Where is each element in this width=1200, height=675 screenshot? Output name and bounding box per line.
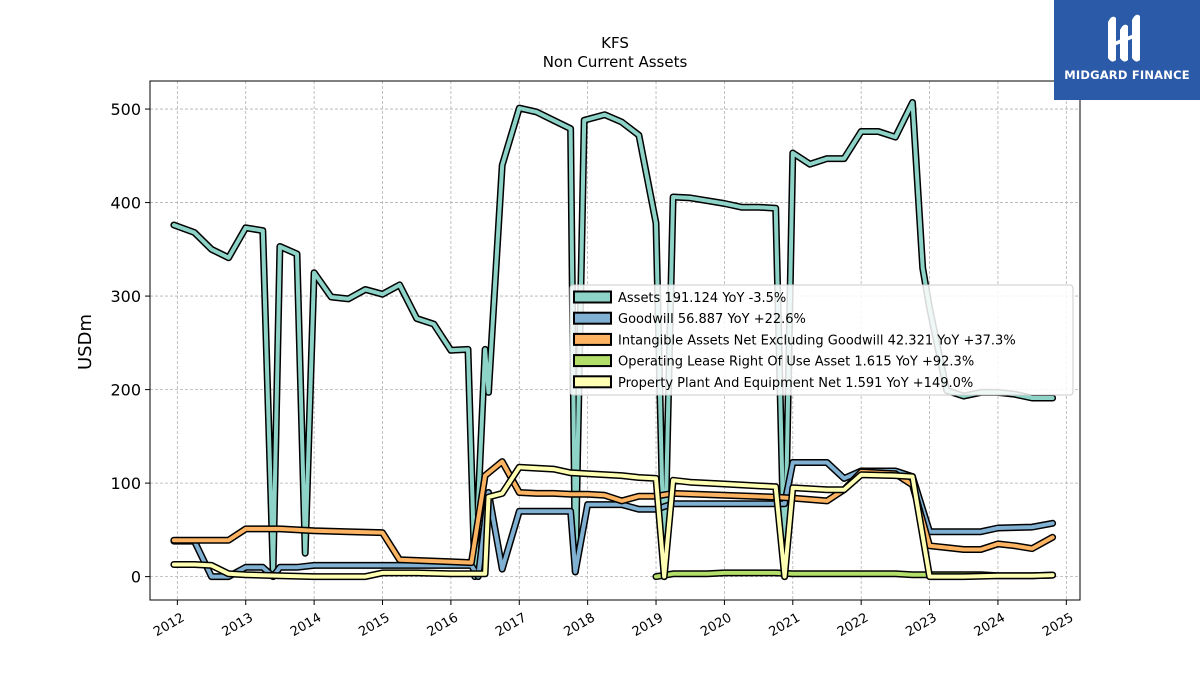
legend-label: Operating Lease Right Of Use Asset 1.615… xyxy=(618,355,974,370)
legend: Assets 191.124 YoY -3.5% Goodwill 56.887 … xyxy=(569,284,1074,396)
legend-item: Operating Lease Right Of Use Asset 1.615… xyxy=(573,354,974,370)
logo-mark-icon xyxy=(1108,14,1140,62)
series-2 xyxy=(170,458,1057,567)
x-tick-label: 2024 xyxy=(972,610,1008,640)
logo-text: MIDGARD FINANCE xyxy=(1064,68,1190,82)
x-axis: 2012 2013 2014 2015 2016 2017 2018 2019 2020 2021… xyxy=(151,600,1076,640)
legend-label: Property Plant And Equipment Net 1.591 Y… xyxy=(618,376,973,391)
series-0 xyxy=(170,99,1057,581)
legend-label: Intangible Assets Net Excluding Goodwill… xyxy=(618,333,1016,348)
x-tick-label: 2012 xyxy=(151,610,187,640)
legend-swatch xyxy=(573,354,612,368)
x-tick-label: 2019 xyxy=(630,610,666,640)
x-tick-label: 2013 xyxy=(220,610,256,640)
series-line xyxy=(171,100,1055,579)
x-tick-label: 2025 xyxy=(1040,610,1076,640)
legend-label: Assets 191.124 YoY -3.5% xyxy=(618,291,786,306)
series-line xyxy=(171,465,1055,579)
midgard-finance-logo: MIDGARD FINANCE xyxy=(1054,0,1200,100)
legend-box xyxy=(569,284,1074,396)
series-lines xyxy=(170,99,1057,581)
legend-item: Assets 191.124 YoY -3.5% xyxy=(573,290,786,306)
x-tick-label: 2015 xyxy=(356,610,392,640)
x-tick-label: 2016 xyxy=(425,610,461,640)
series-line xyxy=(171,459,1055,565)
x-tick-label: 2021 xyxy=(767,610,803,640)
legend-swatch xyxy=(573,311,612,325)
y-tick-label: 0 xyxy=(131,568,141,587)
y-tick-label: 500 xyxy=(110,100,141,119)
legend-item: Property Plant And Equipment Net 1.591 Y… xyxy=(573,375,973,391)
legend-item: Intangible Assets Net Excluding Goodwill… xyxy=(573,332,1016,348)
chart-title: KFS xyxy=(601,34,629,52)
y-tick-label: 300 xyxy=(110,287,141,306)
legend-label: Goodwill 56.887 YoY +22.6% xyxy=(618,312,806,327)
x-tick-label: 2014 xyxy=(288,610,324,640)
legend-swatch xyxy=(573,375,612,389)
y-tick-label: 400 xyxy=(110,194,141,213)
chart-subtitle: Non Current Assets xyxy=(543,53,688,71)
x-tick-label: 2022 xyxy=(835,610,871,640)
y-tick-label: 200 xyxy=(110,381,141,400)
x-tick-label: 2023 xyxy=(903,610,939,640)
y-tick-label: 100 xyxy=(110,474,141,493)
plot-frame xyxy=(149,80,1081,601)
x-tick-label: 2017 xyxy=(493,610,529,640)
series-4 xyxy=(170,463,1057,581)
legend-swatch xyxy=(573,332,612,346)
x-tick-label: 2018 xyxy=(561,610,597,640)
legend-item: Goodwill 56.887 YoY +22.6% xyxy=(573,311,806,327)
legend-swatch xyxy=(573,290,612,304)
x-tick-label: 2020 xyxy=(698,610,734,640)
y-axis: 0 100 200 300 400 500 xyxy=(110,100,150,587)
y-axis-label: USDm xyxy=(75,314,96,370)
